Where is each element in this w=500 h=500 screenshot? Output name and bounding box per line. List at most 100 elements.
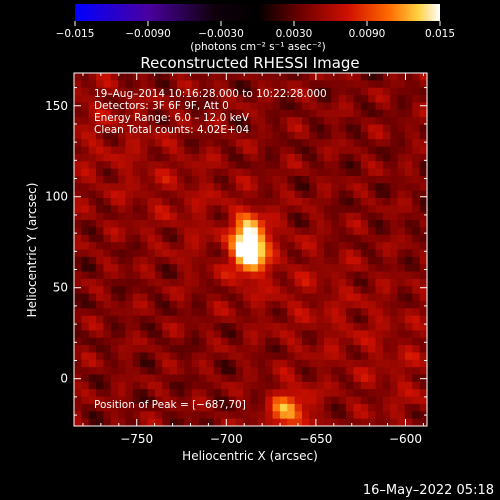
heatmap-cell <box>287 418 296 427</box>
heatmap-cell <box>169 183 178 192</box>
heatmap-cell <box>368 161 377 170</box>
heatmap-cell <box>331 220 340 229</box>
heatmap-cell <box>338 389 347 398</box>
heatmap-cell <box>118 323 127 331</box>
heatmap-cell <box>279 146 288 155</box>
heatmap-cell <box>110 323 119 331</box>
heatmap-cell <box>154 153 163 162</box>
heatmap-cell <box>147 220 156 229</box>
heatmap-cell <box>132 403 141 412</box>
heatmap-cell <box>294 175 303 184</box>
heatmap-cell <box>331 381 340 390</box>
heatmap-cell <box>118 73 127 81</box>
heatmap-cell <box>375 87 384 96</box>
heatmap-cell <box>360 102 369 111</box>
heatmap-cell <box>125 234 134 243</box>
heatmap-cell <box>81 323 90 331</box>
heatmap-cell <box>147 102 156 111</box>
heatmap-cell <box>279 227 288 236</box>
heatmap-cell <box>184 389 193 398</box>
heatmap-cell <box>353 396 362 405</box>
heatmap-cell <box>368 139 377 148</box>
heatmap-cell <box>162 271 171 280</box>
heatmap-cell <box>147 183 156 192</box>
heatmap-cell <box>419 139 428 148</box>
heatmap-cell <box>412 271 421 280</box>
heatmap-cell <box>118 359 127 368</box>
heatmap-cell <box>324 308 332 317</box>
heatmap-cell <box>243 205 252 214</box>
heatmap-cell <box>279 293 288 302</box>
heatmap-cell <box>294 300 303 309</box>
heatmap-cell <box>257 131 266 140</box>
heatmap-cell <box>81 95 90 104</box>
heatmap-cell <box>346 389 355 398</box>
heatmap-cell <box>375 146 384 155</box>
heatmap-cell <box>257 87 266 96</box>
heatmap-cell <box>169 212 178 221</box>
heatmap-cell <box>147 168 156 177</box>
heatmap-cell <box>176 234 185 243</box>
heatmap-cell <box>375 80 384 89</box>
heatmap-cell <box>235 227 244 236</box>
heatmap-cell <box>147 367 156 376</box>
heatmap-cell <box>118 396 127 405</box>
heatmap-cell <box>316 396 325 405</box>
heatmap-cell <box>118 212 127 221</box>
heatmap-cell <box>96 381 105 390</box>
heatmap-cell <box>206 161 215 170</box>
heatmap-cell <box>331 183 340 192</box>
heatmap-cell <box>221 183 230 192</box>
heatmap-cell <box>191 330 200 339</box>
heatmap-cell <box>81 124 90 133</box>
heatmap-cell <box>206 190 215 199</box>
heatmap-cell <box>132 131 141 140</box>
heatmap-cell <box>243 131 252 140</box>
heatmap-cell <box>110 242 119 251</box>
heatmap-cell <box>81 80 90 89</box>
heatmap-cell <box>110 308 119 317</box>
heatmap-cell <box>213 293 222 302</box>
heatmap-cell <box>213 278 222 287</box>
heatmap-cell <box>169 146 178 155</box>
heatmap-cell <box>235 418 244 427</box>
heatmap-cell <box>88 315 97 324</box>
heatmap-cell <box>243 102 252 111</box>
heatmap-cell <box>324 323 332 331</box>
heatmap-cell <box>301 381 310 390</box>
heatmap-cell <box>213 359 222 368</box>
heatmap-cell <box>162 403 171 412</box>
heatmap-cell <box>88 73 97 81</box>
heatmap-cell <box>110 367 119 376</box>
heatmap-cell <box>132 249 141 258</box>
heatmap-cell <box>346 286 355 295</box>
heatmap-cell <box>272 234 281 243</box>
heatmap-cell <box>191 234 200 243</box>
heatmap-cell <box>103 293 112 302</box>
heatmap-cell <box>125 286 134 295</box>
heatmap-cell <box>125 256 134 265</box>
heatmap-cell <box>169 337 178 346</box>
heatmap-cell <box>294 183 303 192</box>
heatmap-cell <box>368 131 377 140</box>
heatmap-cell <box>191 396 200 405</box>
heatmap-cell <box>88 367 97 376</box>
heatmap-cell <box>154 161 163 170</box>
heatmap-cell <box>228 249 237 258</box>
heatmap-cell <box>184 117 193 126</box>
heatmap-cell <box>206 293 215 302</box>
heatmap-cell <box>397 124 406 133</box>
heatmap-cell <box>287 80 296 89</box>
heatmap-cell <box>103 102 112 111</box>
heatmap-cell <box>287 286 296 295</box>
heatmap-cell <box>331 359 340 368</box>
heatmap-cell <box>404 418 413 427</box>
heatmap-cell <box>132 220 141 229</box>
heatmap-cell <box>419 330 428 339</box>
heatmap-cell <box>265 315 274 324</box>
heatmap-cell <box>257 205 266 214</box>
heatmap-cell <box>213 256 222 265</box>
heatmap-cell <box>287 212 296 221</box>
heatmap-cell <box>125 80 134 89</box>
heatmap-cell <box>419 220 428 229</box>
